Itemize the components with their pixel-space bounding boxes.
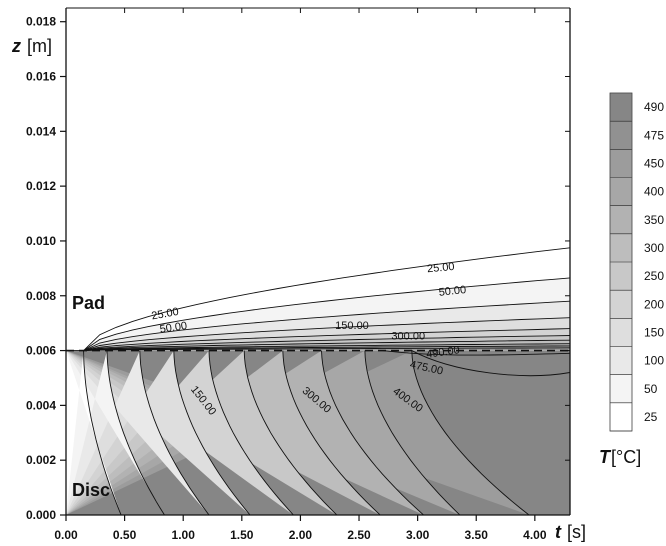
pad-isotherm-250 (83, 335, 570, 352)
colorbar-label-250: 250 (644, 269, 664, 283)
pad-isotherm-350 (83, 343, 570, 352)
isotherm-label-3: 50.00 (159, 320, 188, 336)
isotherm-label-2: 25.00 (151, 306, 180, 323)
disc-isotherm-150 (139, 350, 210, 515)
x-tick-label-3: 1.50 (230, 528, 254, 542)
colorbar-label-100: 100 (644, 354, 664, 368)
colorbar-swatch-475 (609, 120, 633, 150)
colorbar-label-150: 150 (644, 325, 664, 339)
x-tick-label-1: 0.50 (113, 528, 137, 542)
colorbar-label-450: 450 (644, 156, 664, 170)
colorbar-swatch-250 (609, 261, 633, 291)
colorbar-label-200: 200 (644, 297, 664, 311)
colorbar-label-400: 400 (644, 185, 664, 199)
colorbar-swatch-400 (609, 177, 633, 206)
colorbar-frame (609, 92, 633, 432)
isotherm-label-6: 490.00 (425, 344, 460, 361)
y-axis-symbol: z (11, 36, 21, 56)
x-tick-label-6: 3.00 (406, 528, 430, 542)
disc-band-150 (66, 350, 209, 515)
pad-isotherm-300 (83, 339, 570, 352)
colorbar-label-50: 50 (644, 382, 658, 396)
pad-isotherm-50 (83, 277, 570, 351)
x-axis-unit: [s] (567, 522, 586, 542)
isotherm-lines (66, 247, 570, 515)
y-tick-label-7: 0.014 (26, 124, 56, 138)
colorbar-label-300: 300 (644, 241, 664, 255)
colorbar-label-25: 25 (644, 410, 658, 424)
axes (60, 7, 571, 521)
y-tick-label-6: 0.012 (26, 179, 56, 193)
y-tick-label-4: 0.008 (26, 289, 56, 303)
region-label-pad: Pad (72, 293, 105, 313)
x-tick-label-5: 2.50 (347, 528, 371, 542)
pad-isotherm-150 (83, 317, 570, 352)
y-axis-unit: [m] (27, 36, 52, 56)
y-tick-label-3: 0.006 (26, 344, 56, 358)
colorbar: 25 50 100 150 200 250 300 350 400 450 475 490 (609, 92, 664, 432)
colorbar-swatch-150 (609, 318, 633, 347)
y-tick-label-0: 0.000 (26, 508, 56, 522)
disc-isotherm-450 (364, 350, 461, 515)
colorbar-label-350: 350 (644, 213, 664, 227)
x-axis-symbol: t (555, 522, 562, 542)
colorbar-swatch-100 (609, 346, 633, 375)
x-tick-label-2: 1.00 (172, 528, 196, 542)
disc-isotherm-250 (208, 350, 294, 515)
disc-isotherm-350 (282, 350, 381, 515)
isotherm-label-0: 25.00 (427, 261, 455, 275)
pad-isotherm-200 (83, 328, 570, 352)
colorbar-label-490: 490 (644, 100, 664, 114)
isotherm-490 (382, 350, 570, 356)
y-tick-label-5: 0.010 (26, 234, 56, 248)
x-tick-label-8: 4.00 (523, 528, 547, 542)
x-tick-label-0: 0.00 (54, 528, 78, 542)
pad-isotherm-100 (83, 300, 570, 352)
x-tick-label-4: 2.00 (289, 528, 313, 542)
pad-isotherm-400 (83, 345, 570, 352)
colorbar-swatch-200 (609, 289, 633, 319)
isotherm-label-5: 300.00 (391, 331, 425, 343)
pad-isotherm-450 (83, 347, 570, 352)
colorbar-symbol: T (599, 447, 612, 467)
y-tick-label-1: 0.002 (26, 453, 56, 467)
colorbar-swatch-50 (609, 374, 633, 404)
disc-isotherm-50 (83, 350, 122, 515)
disc-isotherm-475 (411, 350, 530, 515)
disc-isotherm-100 (106, 350, 165, 515)
isotherm-475-upper (411, 350, 570, 377)
isotherm-label-1: 50.00 (438, 284, 467, 299)
tick-labels: 0.00 0.50 1.00 1.50 2.00 2.50 3.00 3.50 4.00 0.00… (26, 15, 547, 542)
disc-isotherm-200 (173, 350, 251, 515)
y-tick-label-9: 0.018 (26, 15, 56, 29)
disc-band-50 (66, 350, 122, 515)
colorbar-swatch-350 (609, 205, 633, 235)
pad-isotherm-25 (83, 247, 570, 351)
y-tick-label-2: 0.004 (26, 398, 56, 412)
colorbar-swatch-300 (609, 233, 633, 263)
disc-isotherm-300 (243, 350, 338, 515)
colorbar-swatch-490 (609, 92, 633, 122)
temperature-fill-bands (66, 8, 570, 515)
colorbar-swatch-25 (609, 402, 633, 432)
x-tick-label-7: 3.50 (465, 528, 489, 542)
region-label-disc: Disc (72, 480, 110, 500)
disc-isotherm-400 (321, 350, 424, 515)
colorbar-swatch-450 (609, 149, 633, 178)
disc-band-100 (66, 350, 165, 515)
colorbar-label-475: 475 (644, 128, 664, 142)
colorbar-unit: [°C] (611, 447, 641, 467)
isotherm-label-4: 150.00 (335, 320, 369, 332)
y-tick-label-8: 0.016 (26, 70, 56, 84)
